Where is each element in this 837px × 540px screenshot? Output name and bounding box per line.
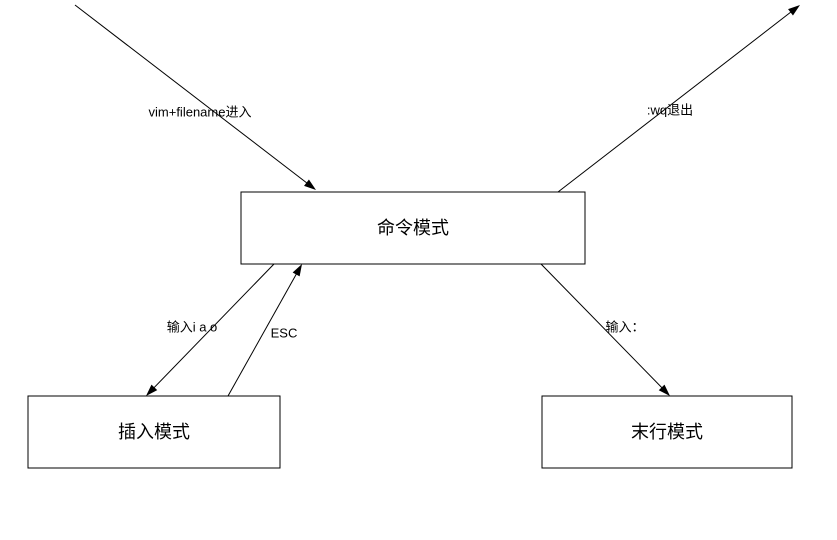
nodes-layer: 命令模式插入模式 末行模式 [28, 192, 792, 468]
edge-label-to_last: 输入： [605, 319, 644, 334]
vim-mode-diagram: vim+filename进入:wq退出输入i a oESC输入：命令模式插入模式… [0, 0, 837, 540]
edge-esc: ESC [228, 264, 302, 396]
node-label-insert: 插入模式 [118, 422, 190, 442]
edge-label-to_insert: 输入i a o [167, 319, 218, 334]
edge-exit: :wq退出 [558, 5, 800, 192]
edge-line-to_last [541, 264, 665, 391]
node-label-lastline: 末行模式 [631, 422, 703, 442]
edge-line-exit [558, 9, 794, 192]
edge-label-exit: :wq退出 [647, 102, 693, 117]
node-label-command: 命令模式 [377, 218, 449, 238]
edge-line-enter [75, 5, 310, 186]
arrowhead-icon [293, 264, 302, 276]
node-lastline: 末行模式 [542, 396, 792, 468]
node-insert: 插入模式 [28, 396, 280, 468]
arrowhead-icon [788, 5, 800, 16]
edge-enter: vim+filename进入 [75, 5, 316, 190]
edge-to_insert: 输入i a o [146, 264, 274, 396]
edge-label-enter: vim+filename进入 [149, 104, 252, 119]
edge-label-esc: ESC [271, 325, 298, 340]
edge-to_last: 输入： [541, 264, 670, 396]
arrowhead-icon [304, 180, 316, 190]
node-command: 命令模式 [241, 192, 585, 264]
